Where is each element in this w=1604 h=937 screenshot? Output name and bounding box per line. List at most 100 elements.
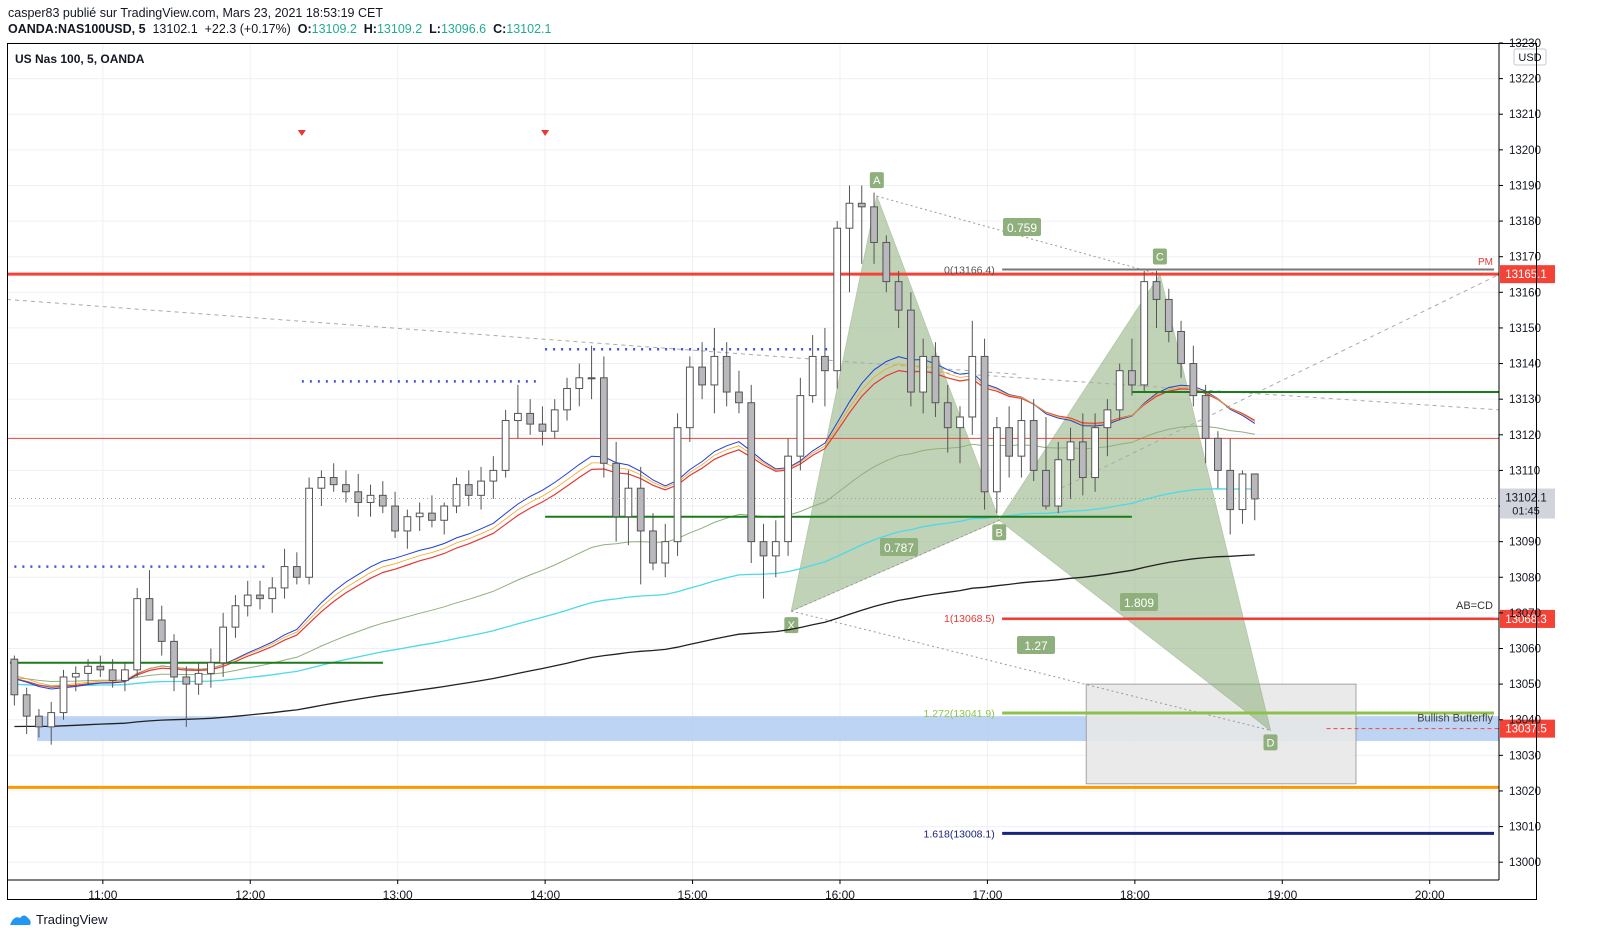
price-tick-label: 13160	[1509, 287, 1541, 299]
candle-body	[1091, 427, 1099, 479]
price-tick-label: 13020	[1509, 786, 1541, 798]
price-tick-label: 13060	[1509, 643, 1541, 655]
high-label: H:	[363, 22, 377, 36]
candle	[121, 662, 129, 692]
candle	[403, 509, 412, 549]
candle-body	[747, 402, 756, 543]
candle	[489, 456, 498, 499]
candle	[1226, 438, 1235, 535]
price-tick-label: 13190	[1509, 180, 1541, 192]
candle	[305, 477, 313, 585]
time-axis[interactable]: 11:00 12:00 13:00 14:00 15:00 16:00 17:00 18:00…	[7, 879, 1499, 902]
price-chart[interactable]: X A B C D 0.759 0.787 1.809 1.27 13165.113068.31…	[0, 0, 1604, 905]
candle-body	[1017, 420, 1026, 457]
candle	[108, 659, 117, 688]
candle	[992, 416, 1001, 514]
candle-body	[84, 665, 92, 674]
ma-24	[14, 369, 1256, 688]
candle	[206, 648, 215, 688]
candle-body	[489, 469, 498, 482]
candle-body	[1128, 370, 1136, 386]
candle	[342, 470, 350, 503]
low-value: 13096.6	[440, 22, 487, 36]
price-change: +22.3 (+0.17%)	[204, 22, 291, 36]
candles[interactable]	[10, 185, 1259, 745]
candle	[845, 185, 854, 293]
candle	[231, 595, 240, 638]
abcd-label: AB=CD	[1456, 600, 1493, 612]
ratio-badge	[880, 538, 918, 556]
open-value: 13109.2	[311, 22, 357, 36]
candle	[391, 491, 399, 539]
candle	[317, 470, 326, 507]
candle	[280, 548, 289, 599]
candle-body	[1066, 441, 1075, 461]
target-box	[1085, 683, 1357, 785]
ma-22	[14, 363, 1256, 687]
candle	[931, 342, 940, 417]
candle-body	[649, 530, 657, 564]
ratio-label: 0.787	[884, 541, 914, 555]
candle-body	[870, 206, 878, 243]
candle	[821, 327, 829, 407]
candle	[710, 327, 719, 414]
candle-body	[796, 395, 805, 457]
fib-label: 1.618(13008.1)	[924, 828, 995, 840]
price-tick-label: 13230	[1509, 38, 1541, 50]
ma-200	[14, 554, 1255, 728]
candle	[292, 552, 301, 585]
candle	[501, 409, 510, 478]
price-tag	[1500, 609, 1555, 628]
candle-body	[526, 412, 535, 425]
candle	[612, 441, 621, 542]
symbol-label[interactable]: OANDA:NAS100USD, 5	[8, 22, 146, 36]
candle-body	[219, 626, 228, 664]
candle-body	[575, 377, 584, 389]
candle-body	[710, 355, 719, 386]
candle	[1152, 270, 1161, 328]
candle	[980, 338, 989, 510]
candle	[84, 659, 92, 685]
price-axis[interactable]: 13000 13010 13020 13030 13040 13050 13060 13070…	[7, 38, 1555, 880]
moving-averages	[14, 356, 1256, 728]
sell-marker	[541, 130, 550, 136]
candle	[624, 470, 633, 546]
candle	[599, 356, 608, 478]
candle-body	[943, 402, 952, 429]
candle	[1140, 270, 1149, 393]
pattern-point-badge	[1152, 248, 1167, 265]
ohlc-header: OANDA:NAS100USD, 5 13102.1 +22.3 (+0.17%…	[8, 22, 551, 36]
candle	[145, 570, 154, 621]
candle-body	[403, 516, 412, 532]
price-tick-label: 13010	[1509, 822, 1541, 834]
pattern-point-label: X	[788, 620, 796, 632]
currency-badge[interactable]	[1513, 48, 1547, 66]
candle-body	[771, 541, 780, 557]
candle	[722, 342, 731, 407]
candle	[1201, 384, 1210, 464]
candle-body	[317, 477, 326, 489]
pattern-point-badge	[869, 172, 884, 189]
candle-body	[108, 669, 117, 682]
candle	[1005, 406, 1014, 478]
candle	[747, 384, 756, 564]
candle	[1128, 338, 1136, 396]
candle-body	[280, 566, 289, 589]
candle	[464, 470, 473, 507]
candle-body	[1214, 437, 1222, 471]
candle-body	[22, 694, 31, 717]
candle-body	[612, 462, 621, 518]
candle	[1250, 473, 1259, 521]
candle	[735, 370, 743, 414]
countdown-label: 01:45	[1512, 506, 1540, 518]
candle	[550, 399, 559, 439]
price-tick-label: 13140	[1509, 359, 1541, 371]
candle-body	[256, 594, 264, 600]
candle	[268, 577, 277, 613]
candle	[354, 473, 363, 517]
time-tick-label: 11:00	[88, 888, 117, 902]
price-tick-label: 13220	[1509, 74, 1541, 86]
fib-label: 1(13068.5)	[944, 613, 995, 625]
candle	[673, 413, 682, 556]
ratio-badge	[1003, 218, 1041, 236]
